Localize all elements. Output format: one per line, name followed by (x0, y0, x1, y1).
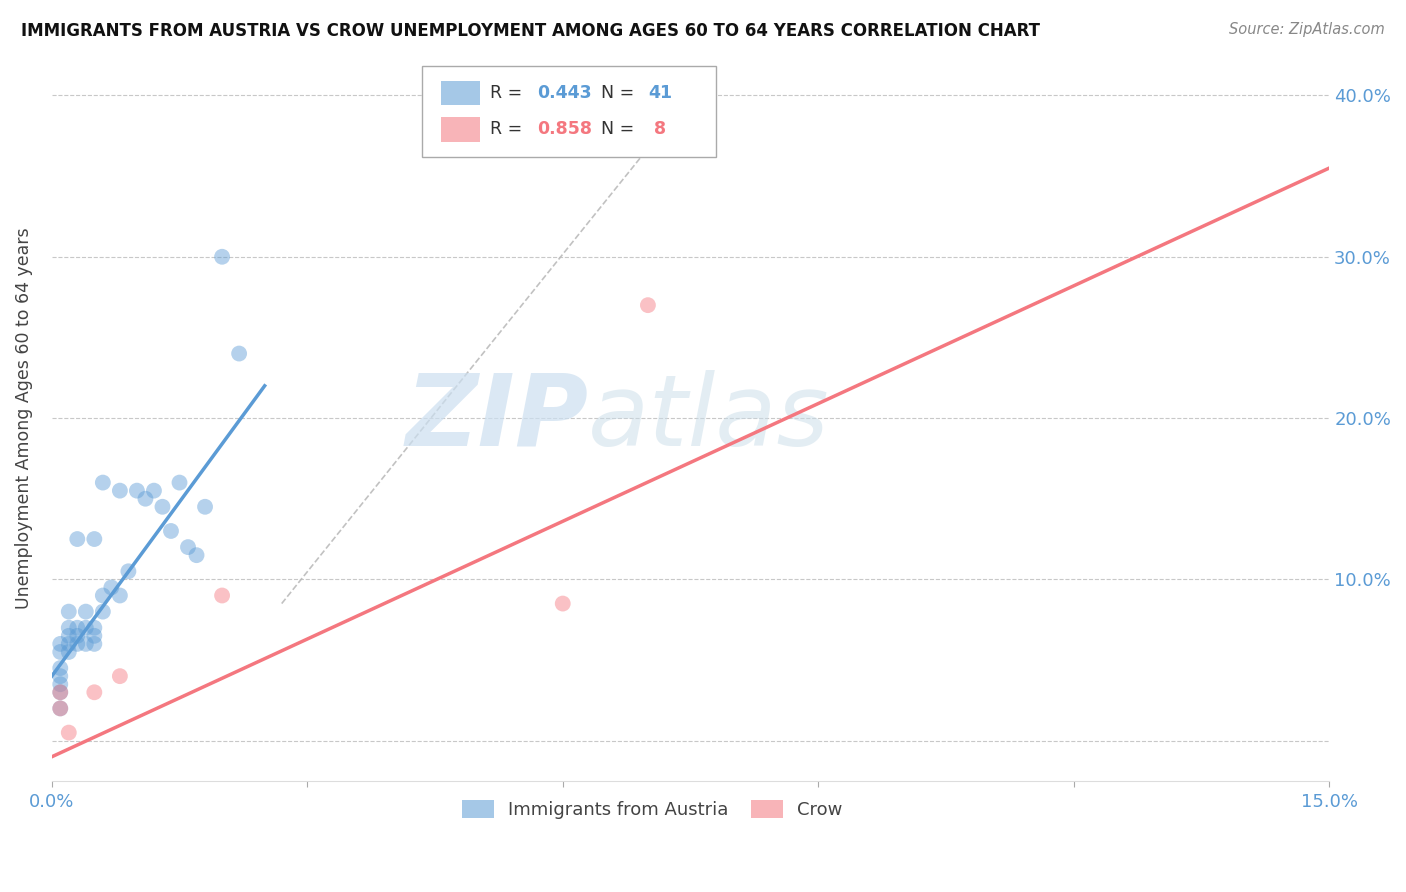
Point (211, 250, 233, 264)
Point (100, 581, 122, 595)
Point (160, 524, 183, 538)
Bar (441, 80, 479, 105)
FancyBboxPatch shape (422, 66, 716, 157)
Point (91, 475, 114, 490)
Legend: Immigrants from Austria, Crow: Immigrants from Austria, Crow (454, 793, 851, 826)
Point (134, 491, 156, 506)
Point (91, 589, 114, 603)
Text: N =: N = (602, 84, 640, 102)
Point (108, 483, 131, 498)
Point (83, 532, 105, 546)
Point (83, 621, 105, 635)
Point (58, 605, 80, 619)
Point (49, 701, 72, 715)
Point (108, 589, 131, 603)
Point (117, 564, 139, 578)
Point (49, 677, 72, 691)
Text: R =: R = (489, 84, 527, 102)
Text: 0.443: 0.443 (537, 84, 592, 102)
Point (228, 346, 250, 360)
Point (66, 621, 89, 635)
Point (83, 637, 105, 651)
Point (83, 685, 105, 699)
Point (125, 483, 148, 498)
Point (211, 589, 233, 603)
Bar (441, 117, 479, 142)
Point (108, 669, 131, 683)
Text: R =: R = (489, 120, 527, 138)
Point (66, 532, 89, 546)
Point (58, 645, 80, 659)
Point (169, 475, 191, 490)
Text: atlas: atlas (588, 369, 830, 467)
Text: 8: 8 (648, 120, 666, 138)
Point (49, 669, 72, 683)
Point (177, 540, 200, 554)
Y-axis label: Unemployment Among Ages 60 to 64 years: Unemployment Among Ages 60 to 64 years (15, 227, 32, 609)
Point (49, 637, 72, 651)
Point (75, 605, 97, 619)
Point (49, 685, 72, 699)
Point (58, 621, 80, 635)
Point (75, 637, 97, 651)
Point (66, 629, 89, 643)
Point (66, 637, 89, 651)
Point (194, 500, 217, 514)
Point (49, 645, 72, 659)
Text: 41: 41 (648, 84, 672, 102)
Point (75, 621, 97, 635)
Point (49, 701, 72, 715)
Point (49, 685, 72, 699)
Text: ZIP: ZIP (405, 369, 588, 467)
Point (58, 637, 80, 651)
Point (637, 298, 659, 312)
Point (83, 629, 105, 643)
Text: IMMIGRANTS FROM AUSTRIA VS CROW UNEMPLOYMENT AMONG AGES 60 TO 64 YEARS CORRELATI: IMMIGRANTS FROM AUSTRIA VS CROW UNEMPLOY… (21, 22, 1040, 40)
Point (91, 605, 114, 619)
Point (58, 629, 80, 643)
Point (186, 548, 208, 562)
Text: N =: N = (602, 120, 640, 138)
Text: Source: ZipAtlas.com: Source: ZipAtlas.com (1229, 22, 1385, 37)
Point (49, 661, 72, 675)
Point (58, 725, 80, 739)
Point (551, 597, 574, 611)
Point (142, 483, 165, 498)
Text: 0.858: 0.858 (537, 120, 592, 138)
Point (152, 500, 174, 514)
